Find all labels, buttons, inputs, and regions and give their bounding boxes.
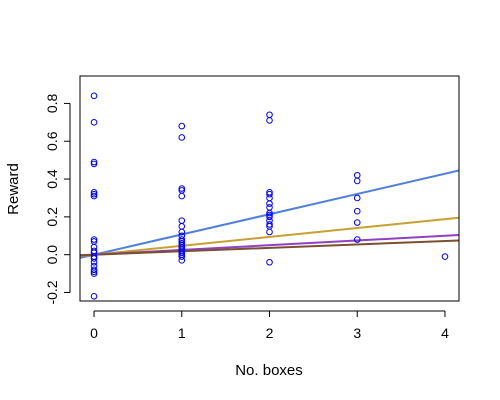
- regression-line-4: [80, 239, 459, 257]
- data-point: [178, 249, 186, 257]
- series-points: [90, 92, 449, 300]
- data-point: [266, 190, 273, 198]
- data-point: [266, 209, 273, 217]
- x-tick-label: 3: [353, 325, 361, 341]
- data-point: [178, 134, 186, 141]
- data-point: [90, 236, 98, 243]
- data-point: [353, 236, 361, 243]
- data-point: [353, 177, 361, 185]
- regression-line-2: [80, 216, 459, 258]
- plot-frame: [79, 75, 460, 302]
- data-point: [90, 292, 98, 300]
- data-point: [90, 258, 98, 266]
- data-point: [266, 258, 273, 266]
- data-point: [266, 111, 273, 119]
- data-point: [353, 207, 361, 215]
- data-point: [266, 194, 273, 202]
- y-tick-label: -0.2: [44, 280, 60, 304]
- data-point: [178, 223, 186, 230]
- data-point: [353, 171, 361, 179]
- x-tick-label: 4: [441, 325, 449, 341]
- x-axis: 0 1 2 3 4: [90, 310, 449, 341]
- data-point: [90, 160, 98, 168]
- data-point: [441, 253, 449, 260]
- data-point: [178, 185, 186, 192]
- data-point: [266, 228, 273, 236]
- data-point: [90, 158, 98, 166]
- x-tick-label: 2: [266, 325, 274, 341]
- data-point: [90, 270, 98, 277]
- data-point: [178, 122, 186, 130]
- data-point: [90, 255, 98, 262]
- x-tick-label: 1: [178, 325, 186, 341]
- y-tick-label: 0.6: [44, 131, 60, 151]
- data-point: [353, 194, 361, 202]
- x-tick-label: 0: [90, 325, 98, 341]
- y-tick-label: 0.8: [44, 93, 60, 113]
- x-axis-title: No. boxes: [235, 362, 303, 379]
- data-point: [90, 190, 98, 198]
- data-point: [90, 192, 98, 200]
- y-tick-label: 0.2: [44, 207, 60, 227]
- data-point: [90, 119, 98, 126]
- y-axis: -0.2 0.0 0.2 0.4 0.6 0.8: [44, 93, 71, 305]
- data-point: [266, 204, 273, 211]
- data-point: [266, 221, 273, 228]
- data-point: [178, 253, 186, 260]
- data-point: [178, 217, 186, 224]
- data-point: [90, 188, 98, 196]
- data-point: [178, 192, 186, 200]
- data-point: [266, 213, 273, 221]
- data-point: [266, 200, 273, 207]
- data-point: [90, 92, 98, 100]
- data-point: [178, 257, 186, 264]
- y-axis-title: Reward: [5, 163, 22, 215]
- data-point: [90, 268, 98, 275]
- data-point: [266, 117, 273, 124]
- y-tick-label: 0.0: [44, 245, 60, 265]
- data-point: [178, 228, 186, 236]
- data-point: [353, 219, 361, 226]
- y-tick-label: 0.4: [44, 169, 60, 189]
- data-point: [90, 266, 98, 274]
